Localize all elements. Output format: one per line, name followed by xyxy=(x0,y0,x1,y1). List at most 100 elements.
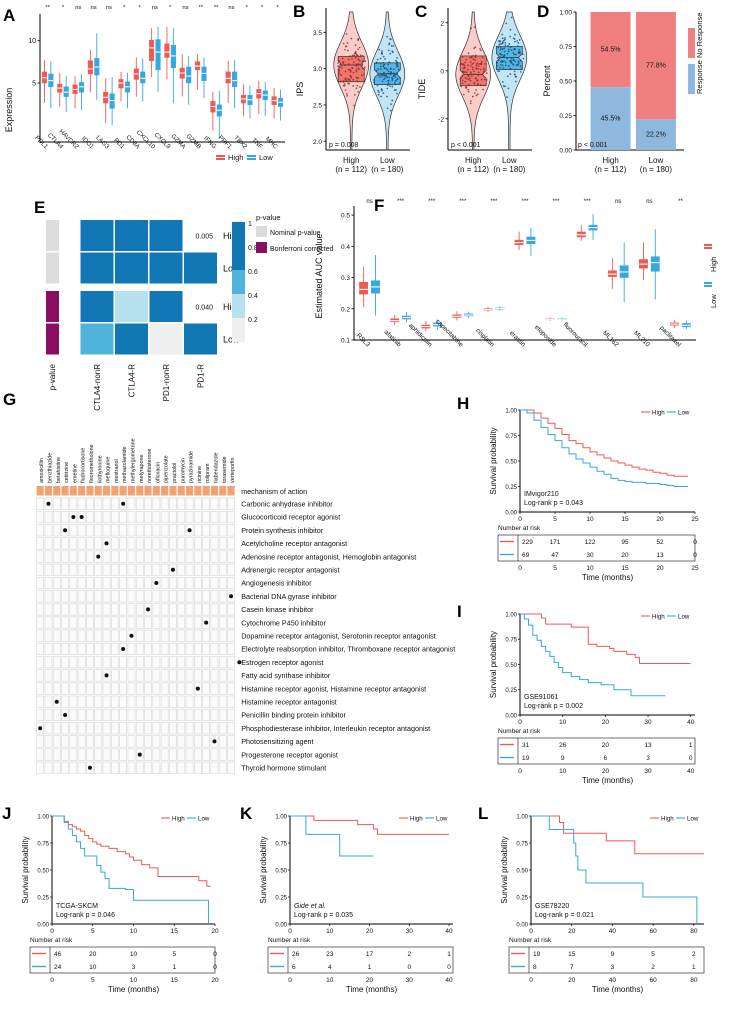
panel-g-cell xyxy=(36,550,44,563)
panel-g-header-cell xyxy=(186,486,194,496)
km-ytick: 1.00 xyxy=(37,814,49,820)
panel-g-cell xyxy=(36,616,44,629)
km-risk-value: 229 xyxy=(522,539,533,546)
panel-g-cell xyxy=(44,735,53,748)
km-risk-xtick: 40 xyxy=(609,977,617,984)
violin-group xyxy=(369,11,406,151)
km-risk-xtick: 10 xyxy=(130,977,138,984)
panel-g-cell xyxy=(177,616,186,629)
panel-g-cell xyxy=(194,537,202,550)
panel-g-cell xyxy=(77,603,86,616)
km-risk-value: 20 xyxy=(602,742,610,749)
panel-e-row-label: Low xyxy=(223,264,240,274)
panel-g-cell xyxy=(218,497,227,510)
panel-g-cell xyxy=(77,550,86,563)
panel-g-cell xyxy=(119,629,127,642)
panel-f-significance: *** xyxy=(584,199,592,205)
panel-d-ytick: 0.00 xyxy=(559,148,572,155)
panel-a-ylabel: Expression xyxy=(4,88,14,133)
panel-g-cell xyxy=(44,761,53,774)
panel-g-cell xyxy=(177,590,186,603)
panel-a-label: A xyxy=(3,6,16,25)
panel-g-cell xyxy=(102,563,111,576)
violin-ytick: 3.5 xyxy=(313,30,322,37)
km-xtick: 60 xyxy=(650,928,658,935)
panel-g-cell xyxy=(119,510,127,524)
panel-d-bar-response xyxy=(635,119,676,150)
panel-j-label: J xyxy=(2,804,12,823)
km-curve xyxy=(520,409,688,487)
km-risk-value: 9 xyxy=(561,755,565,762)
panel-a-xtick: TBX2 xyxy=(232,135,248,151)
panel-g-cell xyxy=(185,510,194,524)
panel-e-cell xyxy=(46,220,59,251)
panel-e-column-label: CTLA4-nonR xyxy=(93,364,102,411)
km-ytick: 0.50 xyxy=(505,663,517,669)
panel-g-cell xyxy=(227,656,235,669)
km-curve xyxy=(52,815,211,887)
panel-g-cell xyxy=(77,629,86,642)
panel-g-cell xyxy=(52,603,61,616)
panel-g-drug-label: benzthiazide xyxy=(47,453,53,483)
panel-g-cell xyxy=(185,629,194,642)
panel-g-cell xyxy=(144,656,152,669)
panel-g-cell xyxy=(61,537,69,550)
panel-g-cell xyxy=(227,708,235,722)
panel-g-cell xyxy=(111,669,119,682)
km-risk-xtick: 25 xyxy=(691,565,699,572)
panel-g-cell xyxy=(160,590,169,603)
km-risk-value: 31 xyxy=(522,742,530,749)
panel-g-cell xyxy=(169,761,177,774)
panel-g-cell xyxy=(94,669,103,682)
km-risk-value: 0 xyxy=(407,964,411,971)
km-risk-value: 8 xyxy=(533,964,537,971)
panel-d-bar-label: 54.5% xyxy=(601,47,621,54)
violin-pvalue: p < 0.001 xyxy=(451,142,480,149)
km-ytick: 0.75 xyxy=(505,638,517,644)
panel-f-label: F xyxy=(374,196,385,215)
violin-group-label: Low xyxy=(380,156,395,165)
panel-g-cell xyxy=(111,761,119,774)
panel-g-cell xyxy=(119,722,127,735)
panel-g-mechanism-label: Penicillin binding protein inhibitor xyxy=(241,711,346,720)
km-xtick: 40 xyxy=(445,928,453,935)
panel-g-dot xyxy=(46,501,51,506)
panel-g-cell xyxy=(169,669,177,682)
panel-g-cell xyxy=(111,550,119,563)
panel-g-cell xyxy=(94,656,103,669)
panel-f-xtick: cisplatin xyxy=(474,327,496,349)
panel-e-column-label: PD1-R xyxy=(197,364,206,388)
panel-g-cell xyxy=(210,563,219,576)
km-risk-value: 2 xyxy=(692,951,696,958)
panel-g-cell xyxy=(194,524,202,537)
km-ytick: 0.25 xyxy=(37,895,49,901)
panel-g-cell xyxy=(111,656,119,669)
panel-g-mechanism-label: Acetylcholine receptor antagonist xyxy=(241,539,347,548)
panel-g-cell xyxy=(218,537,227,550)
panel-g-cell xyxy=(102,550,111,563)
panel-g-cell xyxy=(111,524,119,537)
violin-ytick: 2.0 xyxy=(313,139,322,146)
panel-g-cell xyxy=(144,497,152,510)
panel-e-colorbar: 1 0.8 0.6 0.4 0.2 xyxy=(232,221,258,342)
panel-g-cell xyxy=(127,603,136,616)
km-risk-value: 171 xyxy=(550,539,561,546)
panel-g-header-label: mechanism of action xyxy=(241,487,307,496)
panel-g-cell xyxy=(86,735,94,748)
panel-g-cell xyxy=(69,537,78,550)
panel-f-xtick: ML210 xyxy=(632,330,651,349)
panel-g-cell xyxy=(102,682,111,695)
panel-f-xtick: etoposide xyxy=(533,324,558,349)
panel-g-cell xyxy=(94,603,103,616)
panel-g-cell xyxy=(185,642,194,656)
panel-g-cell xyxy=(218,616,227,629)
panel-e-cell xyxy=(46,252,59,284)
panel-a-significance: * xyxy=(169,5,172,11)
panel-g-cell xyxy=(185,497,194,510)
panel-g-cell xyxy=(160,563,169,576)
panel-a-significance: ** xyxy=(45,5,50,11)
panel-d-plot: 0.00 0.25 0.50 0.75 1.00 Percent 54.5% 45.5% Hig… xyxy=(542,10,704,175)
panel-g-cell xyxy=(61,695,69,708)
panel-g-cell xyxy=(86,524,94,537)
panel-e-cell xyxy=(80,252,114,284)
